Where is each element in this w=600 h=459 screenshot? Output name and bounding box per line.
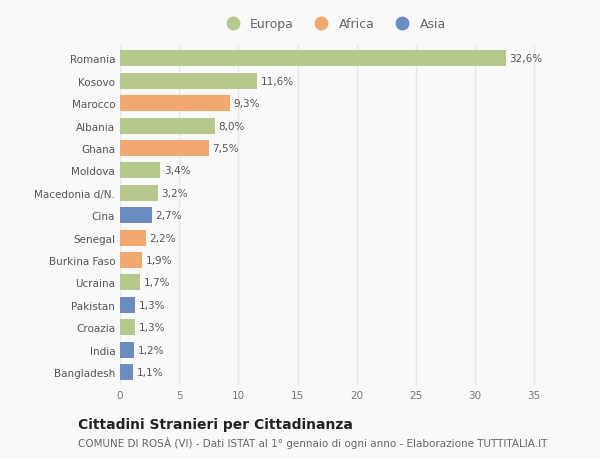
- Text: 3,4%: 3,4%: [164, 166, 190, 176]
- Text: Cittadini Stranieri per Cittadinanza: Cittadini Stranieri per Cittadinanza: [78, 417, 353, 431]
- Text: 9,3%: 9,3%: [233, 99, 260, 109]
- Text: 8,0%: 8,0%: [218, 121, 245, 131]
- Text: 1,1%: 1,1%: [137, 367, 163, 377]
- Text: 1,3%: 1,3%: [139, 323, 166, 332]
- Bar: [120, 297, 136, 313]
- Bar: [120, 96, 230, 112]
- Bar: [120, 207, 152, 224]
- Bar: [120, 51, 506, 67]
- Bar: [120, 73, 257, 90]
- Text: 2,2%: 2,2%: [149, 233, 176, 243]
- Bar: [120, 185, 158, 202]
- Bar: [120, 140, 209, 157]
- Bar: [120, 364, 133, 380]
- Text: 11,6%: 11,6%: [261, 77, 294, 87]
- Legend: Europa, Africa, Asia: Europa, Africa, Asia: [220, 18, 446, 31]
- Text: 2,7%: 2,7%: [155, 211, 182, 221]
- Bar: [120, 319, 136, 336]
- Text: 1,9%: 1,9%: [146, 255, 173, 265]
- Bar: [120, 252, 142, 269]
- Bar: [120, 230, 146, 246]
- Bar: [120, 275, 140, 291]
- Bar: [120, 118, 215, 134]
- Text: 3,2%: 3,2%: [161, 188, 188, 198]
- Text: 1,2%: 1,2%: [138, 345, 164, 355]
- Bar: [120, 163, 160, 179]
- Text: 1,7%: 1,7%: [143, 278, 170, 288]
- Text: 1,3%: 1,3%: [139, 300, 166, 310]
- Bar: [120, 342, 134, 358]
- Text: 32,6%: 32,6%: [509, 54, 542, 64]
- Text: COMUNE DI ROSÀ (VI) - Dati ISTAT al 1° gennaio di ogni anno - Elaborazione TUTTI: COMUNE DI ROSÀ (VI) - Dati ISTAT al 1° g…: [78, 436, 547, 448]
- Text: 7,5%: 7,5%: [212, 144, 239, 154]
